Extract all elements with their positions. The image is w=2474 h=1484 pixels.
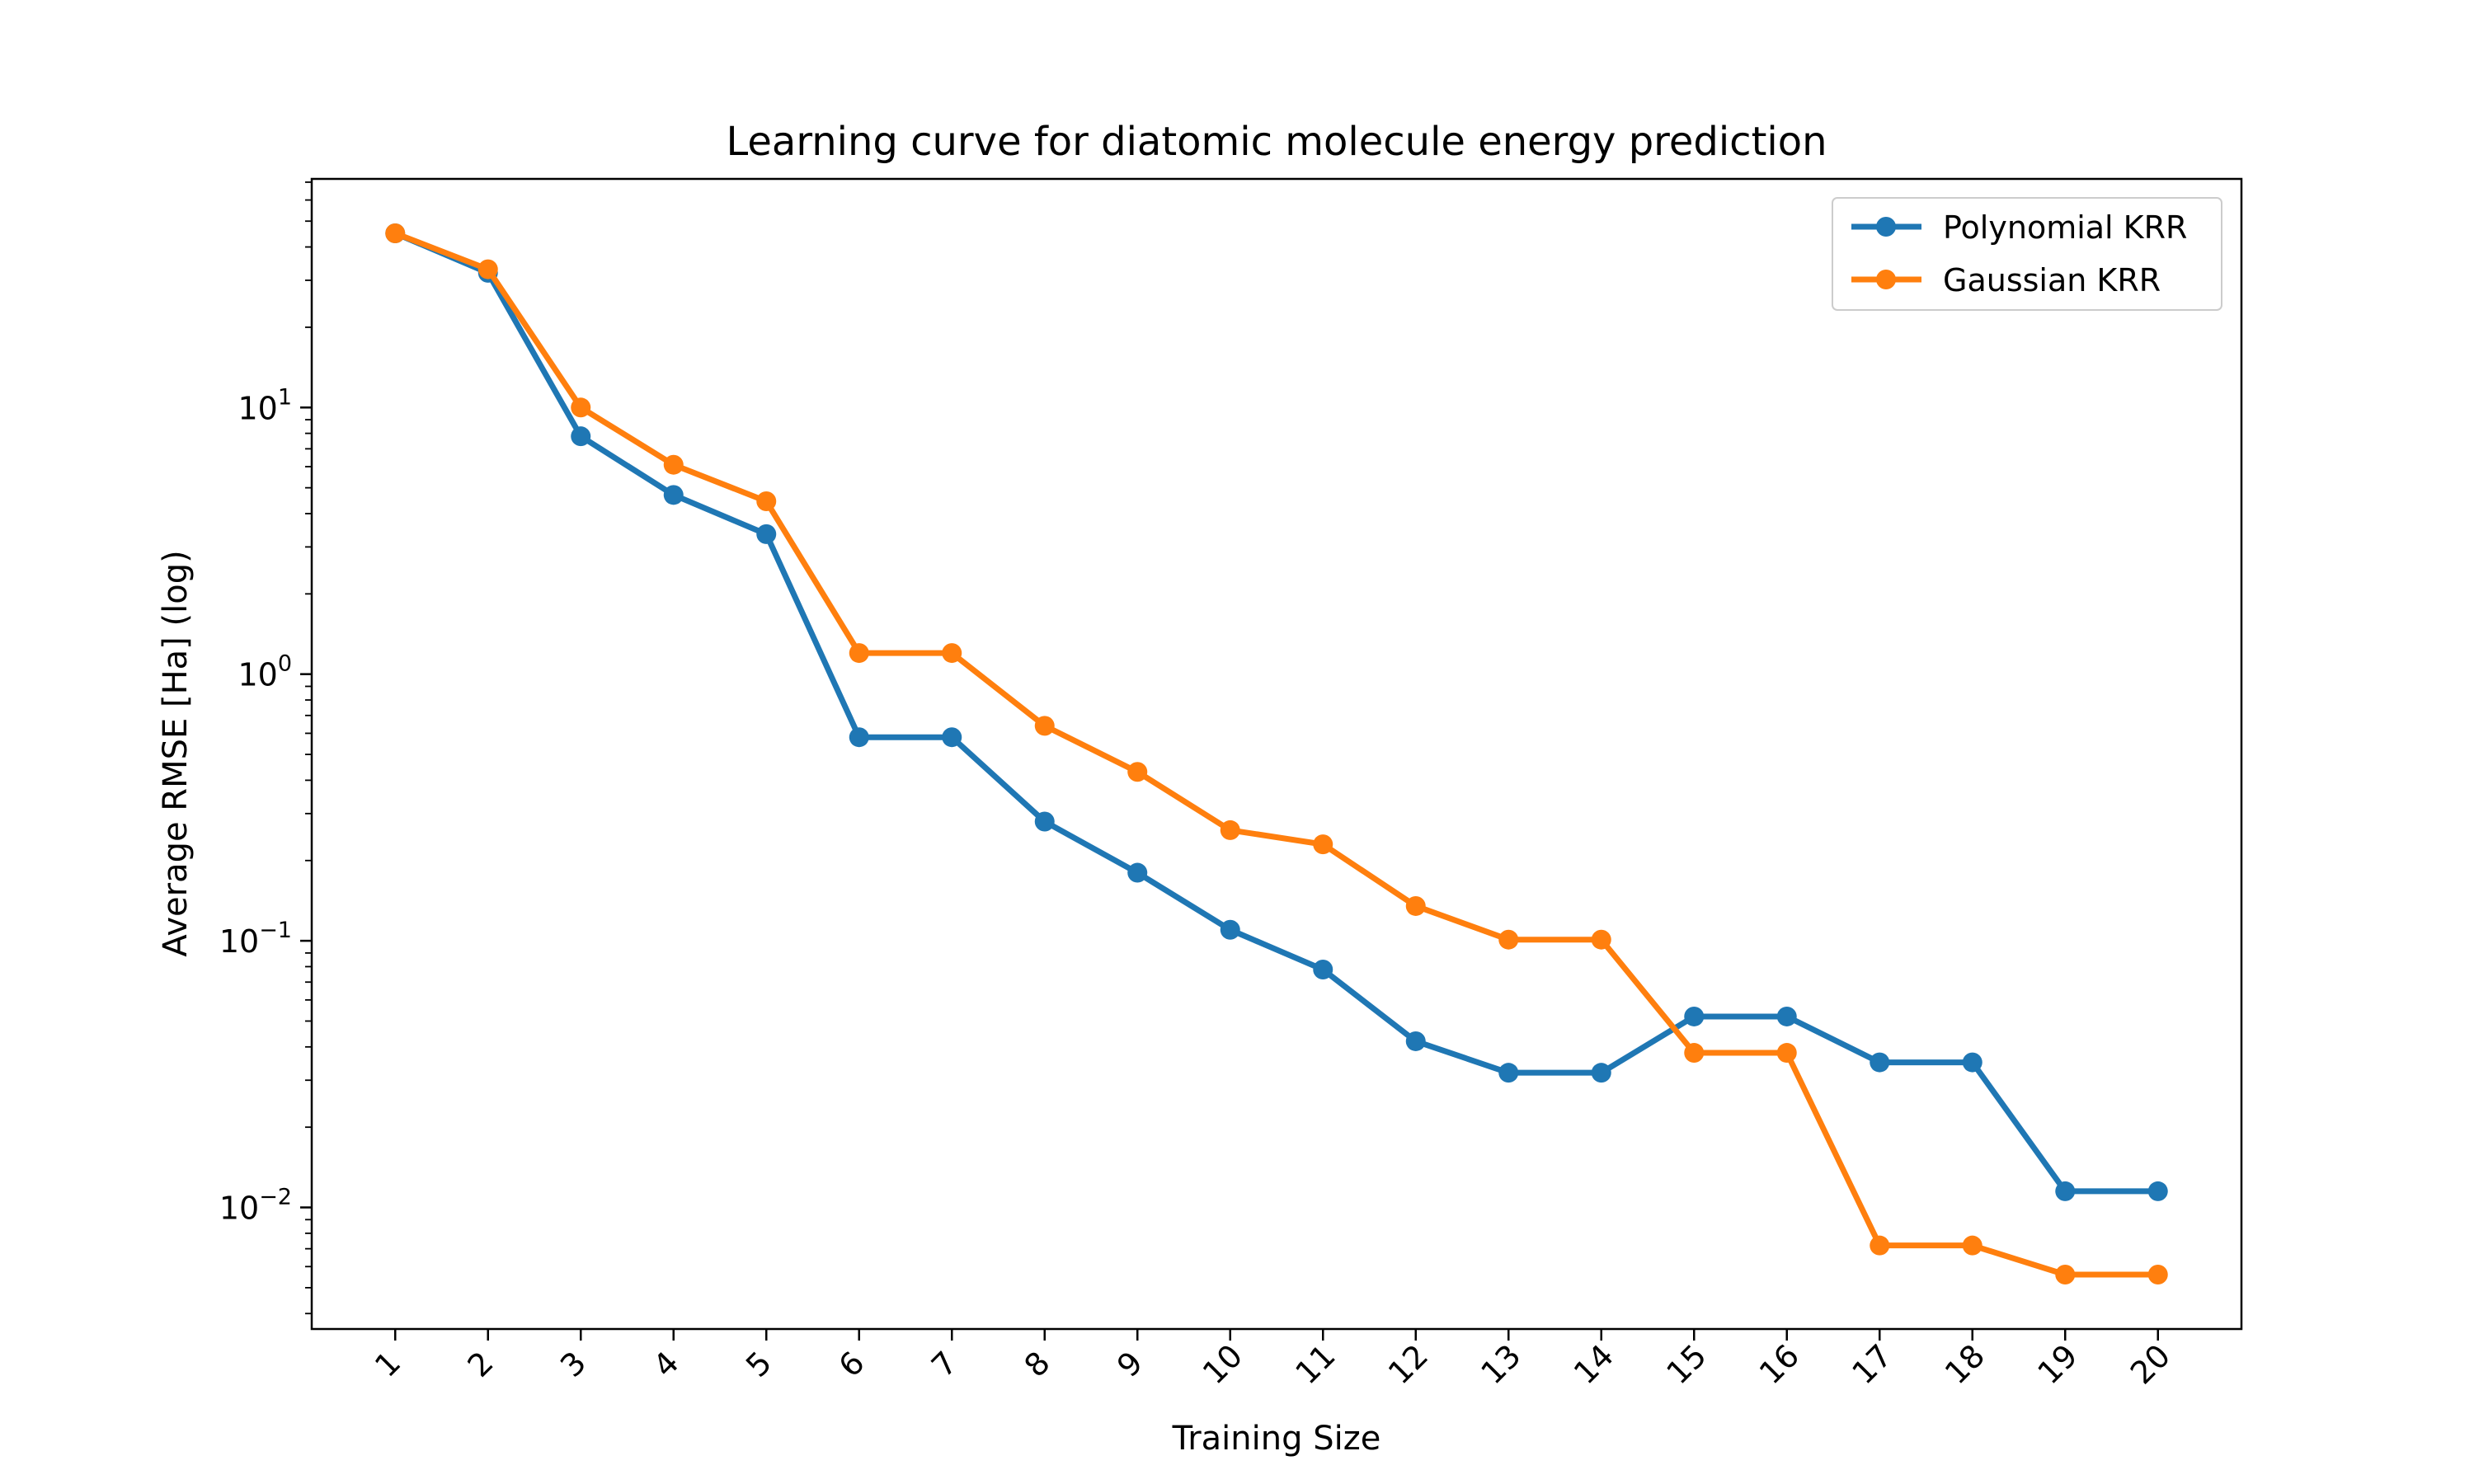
series-0-point — [1591, 1063, 1611, 1083]
series-0-point — [942, 727, 962, 748]
series-0-point — [2055, 1181, 2076, 1201]
series-1-point — [663, 454, 684, 475]
series-1-point — [2055, 1264, 2076, 1284]
series-1-point — [756, 491, 777, 512]
series-0-point — [1776, 1006, 1797, 1026]
series-1-point — [942, 643, 962, 664]
series-0-point — [1127, 862, 1148, 883]
series-1-point — [1313, 834, 1333, 855]
series-1-point — [1127, 762, 1148, 782]
series-0-point — [1870, 1052, 1890, 1073]
y-tick-label: 100 — [238, 651, 292, 693]
series-1-point — [849, 643, 869, 664]
legend-marker-1 — [1876, 270, 1896, 289]
series-1-point — [1591, 929, 1611, 950]
series-1-point — [477, 259, 498, 279]
series-1-point — [1034, 716, 1055, 736]
series-0-point — [849, 727, 869, 748]
series-0-point — [756, 524, 777, 544]
series-layer — [385, 223, 2168, 1284]
series-0-point — [1034, 811, 1055, 832]
legend-box — [1832, 197, 2222, 311]
series-0-point — [1498, 1063, 1519, 1083]
series-0-point — [1313, 960, 1333, 980]
series-0-point — [1405, 1031, 1426, 1051]
y-axis-ticks: 10−2 10−1 100 101 — [219, 181, 312, 1315]
y-tick-label: 101 — [238, 384, 292, 426]
y-axis-label: Average RMSE [Ha] (log) — [157, 550, 195, 956]
legend-label-0: Polynomial KRR — [1943, 209, 2187, 246]
y-tick-label: 10−1 — [219, 918, 292, 960]
series-1-point — [1776, 1043, 1797, 1064]
series-0-point — [1962, 1052, 1982, 1073]
legend-label-1: Gaussian KRR — [1943, 262, 2161, 298]
chart-title: Learning curve for diatomic molecule ene… — [726, 119, 1827, 165]
series-1-point — [1405, 895, 1426, 916]
y-tick-label: 10−2 — [219, 1185, 292, 1227]
plot-frame — [310, 177, 2243, 1331]
series-1-point — [1962, 1235, 1982, 1256]
legend-marker-0 — [1876, 217, 1896, 237]
series-1-point — [1870, 1235, 1890, 1256]
series-1-point — [2147, 1264, 2168, 1284]
series-line-0 — [392, 230, 2161, 1195]
series-1-point — [1684, 1043, 1705, 1064]
series-0-point — [1684, 1006, 1705, 1026]
series-1-point — [1498, 929, 1519, 950]
series-0-point — [2147, 1181, 2168, 1201]
series-1-point — [385, 223, 406, 244]
series-line-1 — [392, 230, 2161, 1278]
series-1-point — [1220, 819, 1240, 840]
series-0-point — [1220, 919, 1240, 940]
series-0-point — [571, 426, 591, 447]
series-1-point — [571, 397, 591, 418]
legend: Polynomial KRR Gaussian KRR — [1832, 197, 2222, 311]
x-axis-label: Training Size — [1172, 1420, 1381, 1458]
series-0-point — [663, 485, 684, 505]
